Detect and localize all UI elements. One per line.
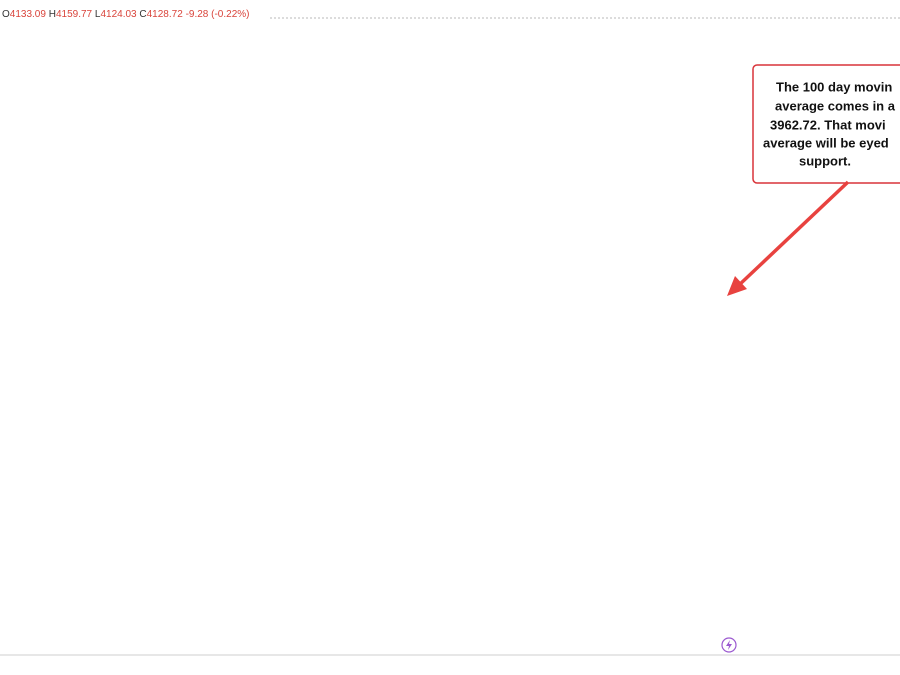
arrow-head — [727, 276, 747, 296]
header-change-pct: (-0.22%) — [211, 9, 249, 20]
annotation-line: average will be eyed — [763, 135, 889, 150]
annotation-box — [752, 64, 900, 184]
ohlc-header: O4133.09 H4159.77 L4124.03 C4128.72 -9.2… — [2, 9, 250, 20]
annotation-line: The 100 day movin — [776, 79, 892, 94]
header-label: O — [2, 9, 10, 20]
header-value: 4124.03 — [100, 9, 137, 20]
header-value: 4128.72 — [147, 9, 184, 20]
header-label: C — [139, 9, 146, 20]
header-value: 4159.77 — [56, 9, 93, 20]
header-label: L — [95, 9, 101, 20]
annotation-arrow — [736, 180, 850, 288]
event-bolt — [726, 640, 732, 650]
annotation-line: average comes in a — [775, 98, 896, 113]
header-change: -9.28 — [186, 9, 209, 20]
header-value: 4133.09 — [10, 9, 47, 20]
annotation-line: support. — [799, 153, 851, 168]
header-label: H — [49, 9, 56, 20]
annotation-line: 3962.72. That movi — [770, 117, 886, 132]
